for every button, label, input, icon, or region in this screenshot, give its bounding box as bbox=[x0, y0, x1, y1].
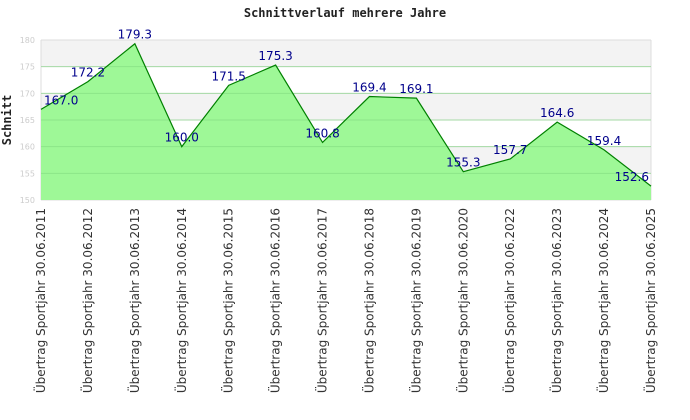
data-label: 160.8 bbox=[305, 126, 339, 140]
x-tick-label: Übertrag Sportjahr 30.06.2022 bbox=[501, 208, 517, 393]
data-label: 157.7 bbox=[493, 143, 527, 157]
x-tick-label: Übertrag Sportjahr 30.06.2014 bbox=[173, 208, 189, 393]
y-tick-label: 180 bbox=[20, 36, 35, 45]
x-tick-label: Übertrag Sportjahr 30.06.2020 bbox=[454, 208, 470, 393]
data-label: 160.0 bbox=[165, 131, 199, 145]
y-axis-label: Schnitt bbox=[0, 95, 14, 146]
data-label: 169.1 bbox=[399, 82, 433, 96]
y-tick-label: 155 bbox=[20, 169, 35, 178]
x-tick-label: Übertrag Sportjahr 30.06.2013 bbox=[126, 208, 142, 393]
y-tick-label: 165 bbox=[20, 116, 35, 125]
x-tick-label: Übertrag Sportjahr 30.06.2024 bbox=[595, 208, 611, 393]
chart-title: Schnittverlauf mehrere Jahre bbox=[243, 6, 447, 20]
data-label: 172.2 bbox=[71, 66, 105, 80]
x-tick-label: Übertrag Sportjahr 30.06.2019 bbox=[407, 208, 423, 393]
data-label: 155.3 bbox=[446, 156, 480, 170]
x-tick-label: Übertrag Sportjahr 30.06.2015 bbox=[220, 208, 236, 393]
x-tick-label: Übertrag Sportjahr 30.06.2011 bbox=[32, 208, 48, 393]
data-label: 169.4 bbox=[352, 81, 386, 95]
y-tick-label: 175 bbox=[20, 63, 35, 72]
x-tick-label: Übertrag Sportjahr 30.06.2023 bbox=[548, 208, 564, 393]
y-tick-label: 160 bbox=[20, 143, 35, 152]
y-tick-label: 150 bbox=[20, 196, 35, 205]
data-label: 152.6 bbox=[615, 170, 649, 184]
data-label: 159.4 bbox=[587, 134, 621, 148]
x-tick-label: Übertrag Sportjahr 30.06.2012 bbox=[79, 208, 95, 393]
x-tick-label: Übertrag Sportjahr 30.06.2016 bbox=[267, 208, 283, 393]
area-fill bbox=[41, 43, 651, 200]
y-tick-label: 170 bbox=[20, 89, 35, 98]
x-tick-label: Übertrag Sportjahr 30.06.2017 bbox=[314, 208, 330, 393]
data-label: 171.5 bbox=[212, 69, 246, 83]
data-label: 164.6 bbox=[540, 106, 574, 120]
x-tick-label: Übertrag Sportjahr 30.06.2018 bbox=[360, 208, 376, 393]
series-line bbox=[40, 42, 652, 187]
data-label: 175.3 bbox=[258, 49, 292, 63]
x-tick-label: Übertrag Sportjahr 30.06.2025 bbox=[642, 208, 658, 393]
data-label: 179.3 bbox=[118, 28, 152, 42]
data-label: 167.0 bbox=[44, 93, 78, 107]
